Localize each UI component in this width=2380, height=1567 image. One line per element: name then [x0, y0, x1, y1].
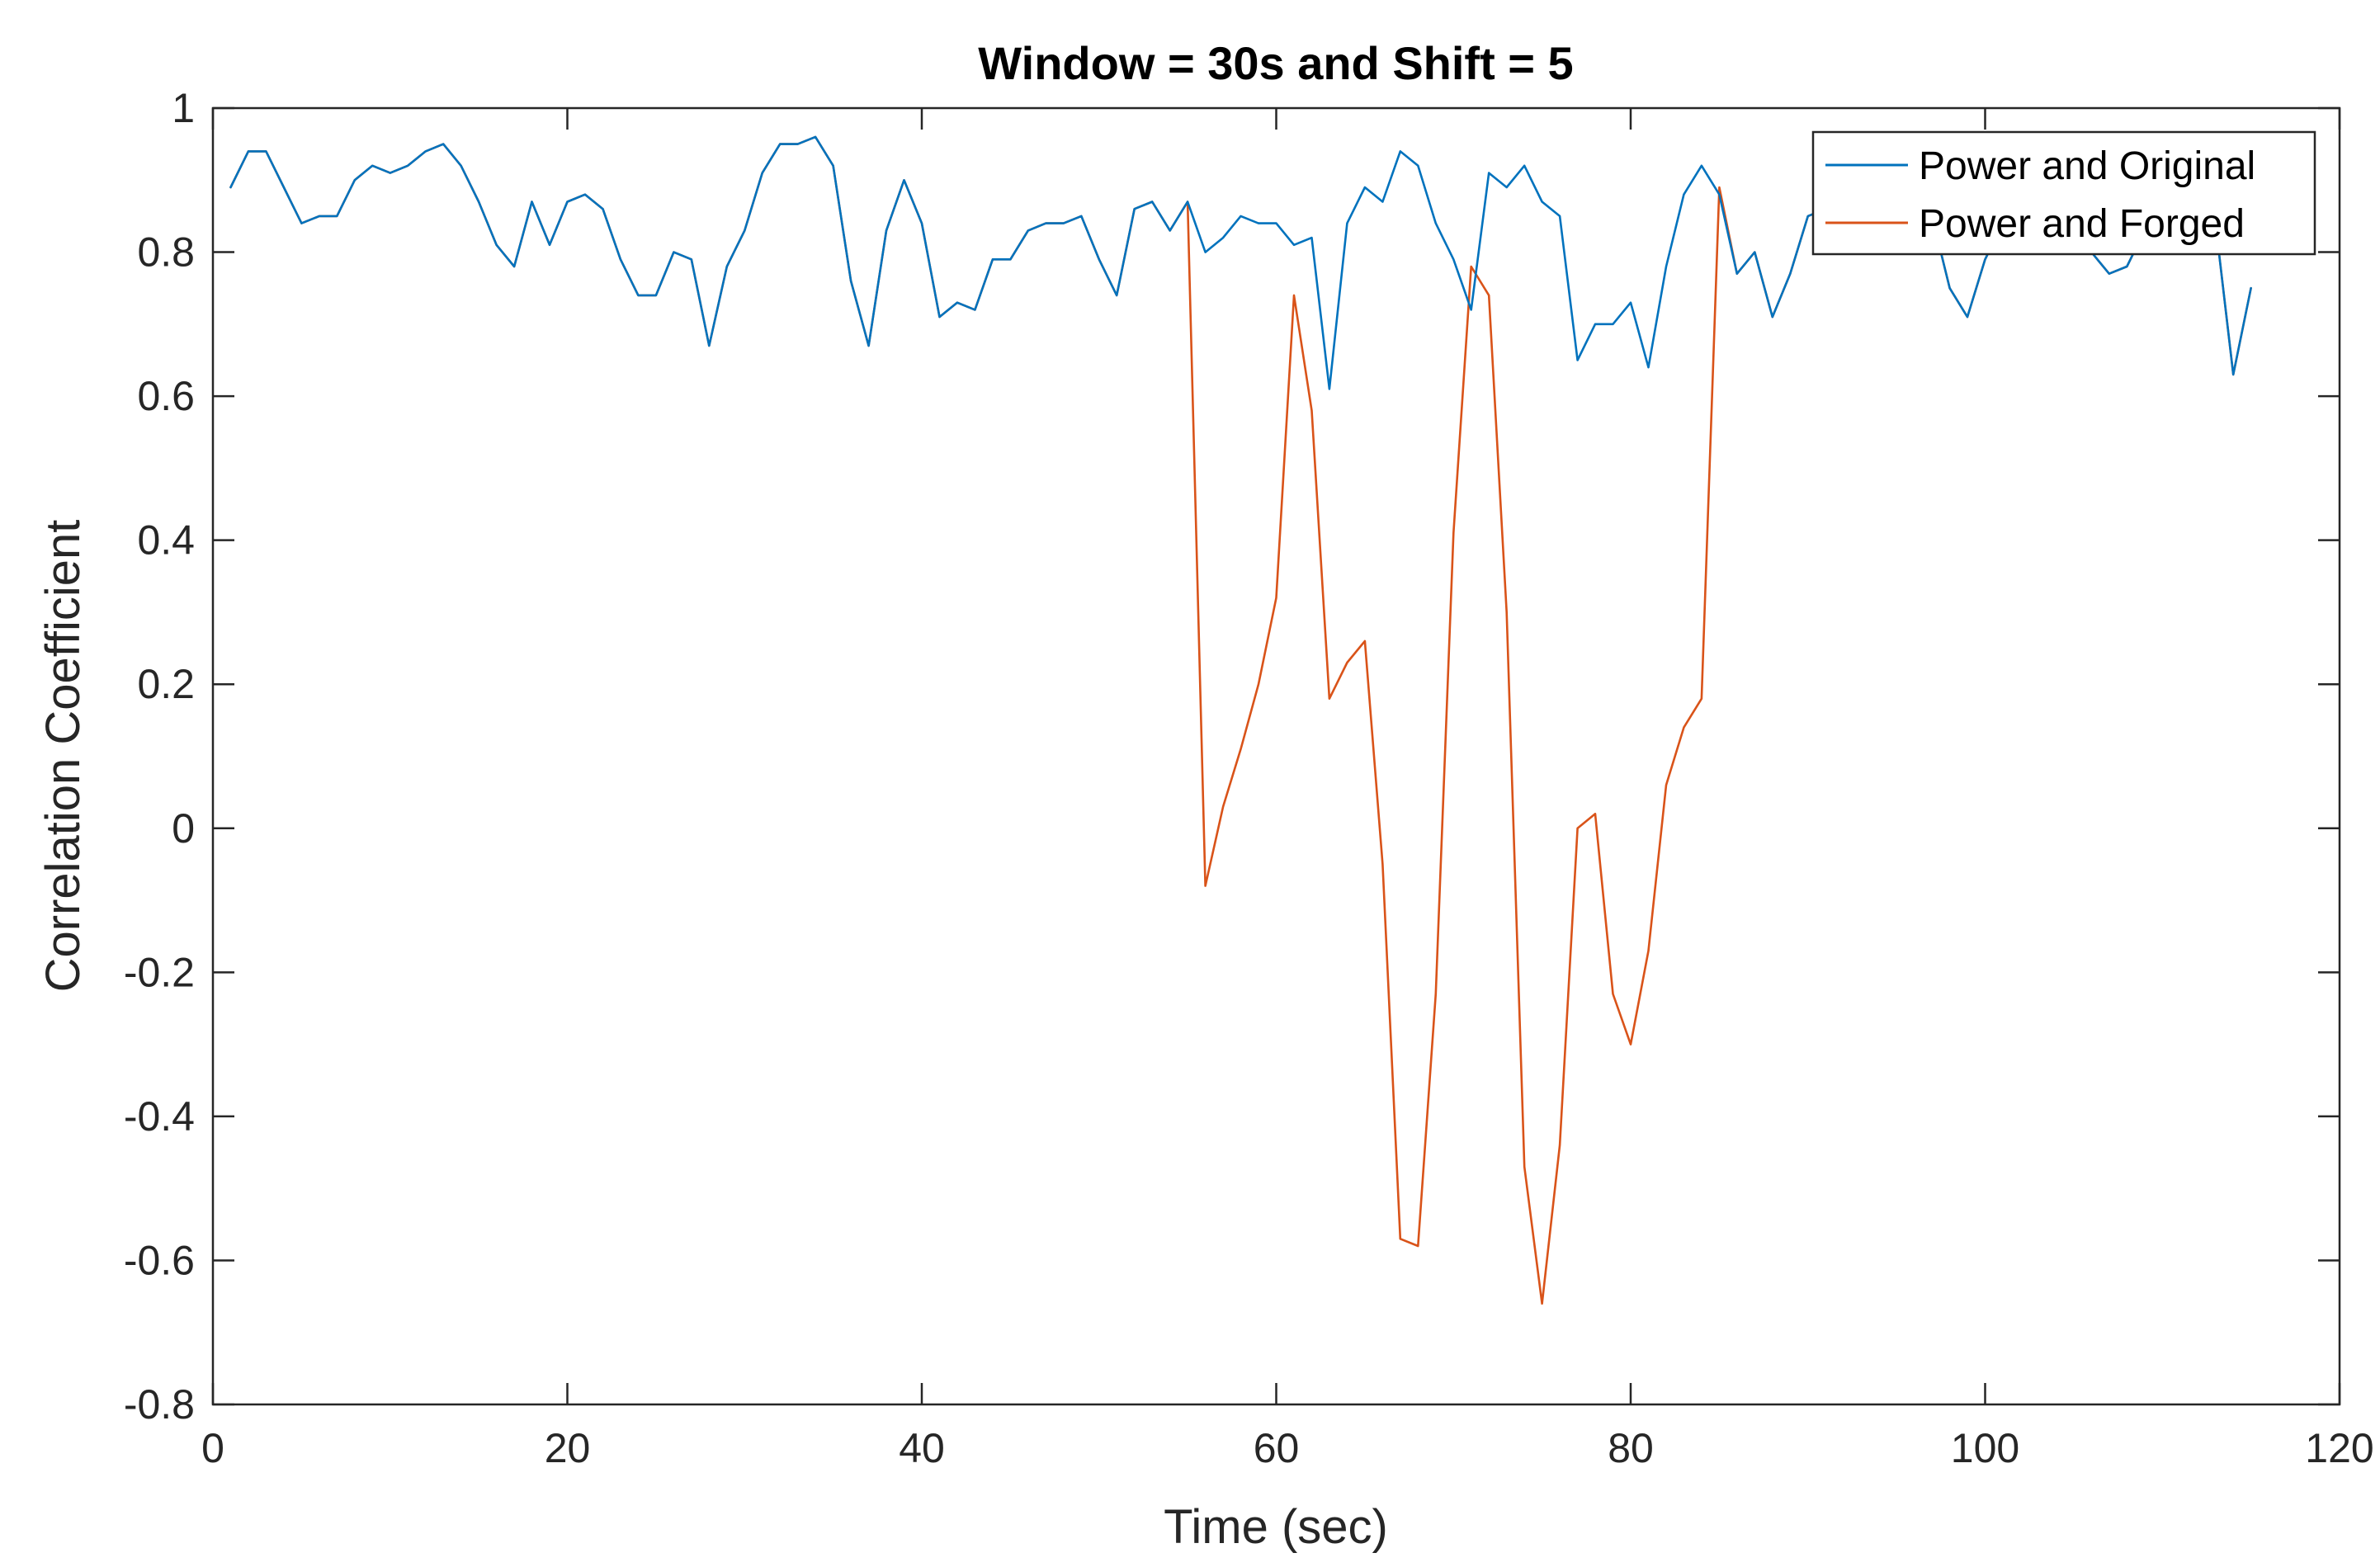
- y-axis: -0.8 -0.6 -0.4 -0.2 0 0.2 0.4 0.6 0.8 1: [124, 85, 2340, 1428]
- x-axis-title: Time (sec): [1164, 1500, 1388, 1554]
- chart-title: Window = 30s and Shift = 5: [978, 37, 1573, 89]
- y-axis-title: Correlation Coefficient: [36, 520, 90, 993]
- legend: Power and Original Power and Forged: [1811, 130, 2316, 256]
- y-tick-label: -0.2: [124, 949, 195, 995]
- y-tick-label: 1: [172, 85, 195, 131]
- x-tick-label: 20: [545, 1425, 591, 1471]
- x-axis: 0 20 40 60 80 100 120: [201, 108, 2374, 1471]
- y-tick-label: 0.4: [137, 517, 195, 564]
- y-tick-label: -0.4: [124, 1093, 195, 1140]
- x-tick-label: 80: [1608, 1425, 1654, 1471]
- x-tick-label: 0: [201, 1425, 224, 1471]
- y-tick-label: 0.2: [137, 661, 195, 707]
- plot-area: [213, 108, 2340, 1404]
- y-tick-label: 0.8: [137, 229, 195, 276]
- x-tick-label: 60: [1254, 1425, 1300, 1471]
- y-tick-label: 0: [172, 805, 195, 852]
- legend-label-power-and-forged: Power and Forged: [1919, 202, 2245, 246]
- x-tick-label: 120: [2305, 1425, 2373, 1471]
- x-tick-label: 100: [1951, 1425, 2019, 1471]
- legend-label-power-and-original: Power and Original: [1919, 144, 2255, 188]
- y-tick-label: -0.8: [124, 1381, 195, 1428]
- y-tick-label: 0.6: [137, 373, 195, 419]
- legend-box: [1811, 130, 2316, 256]
- x-tick-label: 40: [899, 1425, 945, 1471]
- y-tick-label: -0.6: [124, 1237, 195, 1283]
